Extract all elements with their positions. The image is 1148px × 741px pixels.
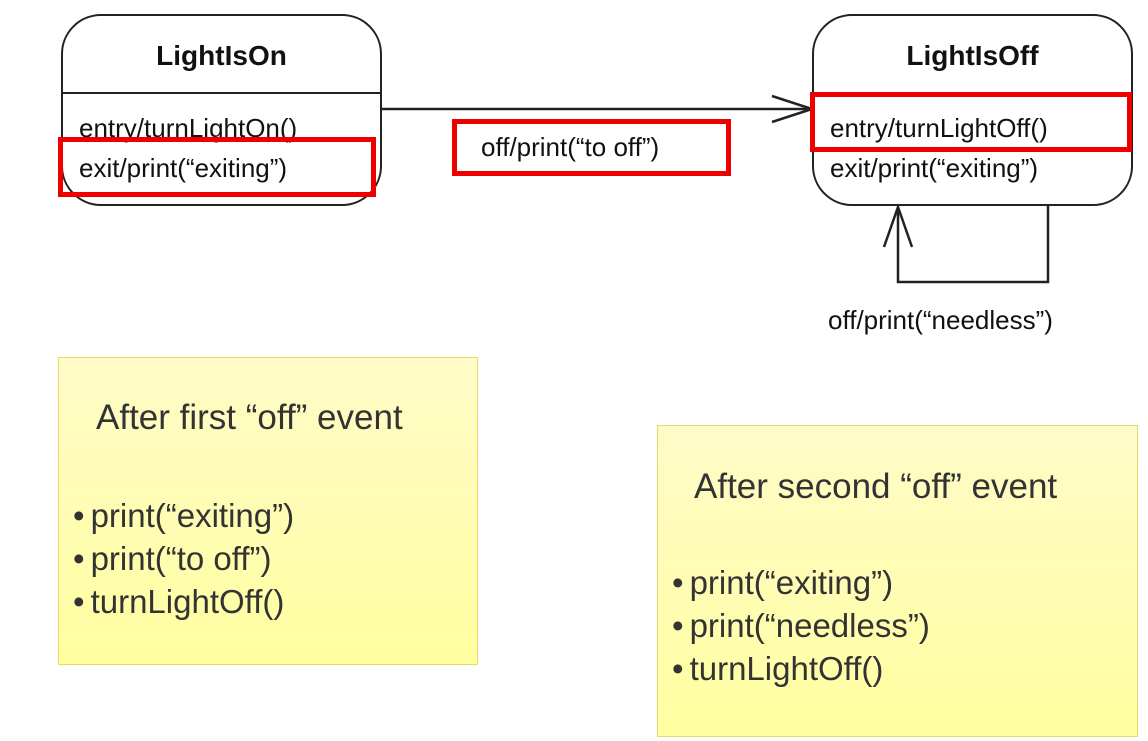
note-second-off-event: After second “off” event print(“exiting”… [657, 425, 1138, 737]
note-first-item: print(“exiting”) [59, 494, 295, 537]
note-first-list: print(“exiting”) print(“to off”) turnLig… [59, 494, 295, 623]
highlight-off-entry [810, 92, 1132, 152]
note-second-item: print(“exiting”) [658, 561, 930, 604]
transition-on-to-off-label: off/print(“to off”) [481, 132, 660, 162]
highlight-transition-label [452, 119, 731, 176]
note-second-item: turnLightOff() [658, 647, 930, 690]
self-transition-arrowhead [882, 203, 914, 248]
state-light-is-off-exit: exit/print(“exiting”) [830, 153, 1039, 183]
state-light-is-off-entry: entry/turnLightOff() [830, 113, 1048, 143]
state-light-is-off: LightIsOff entry/turnLightOff() exit/pri… [812, 14, 1133, 206]
note-first-item: print(“to off”) [59, 537, 294, 580]
state-light-is-on-title: LightIsOn [156, 40, 287, 71]
state-light-is-on-exit: exit/print(“exiting”) [79, 153, 288, 183]
note-second-title: After second “off” event [694, 467, 1058, 506]
note-second-item: print(“needless”) [658, 604, 930, 647]
note-first-off-event: After first “off” event print(“exiting”)… [58, 357, 478, 665]
highlight-on-exit [58, 137, 376, 197]
note-first-title: After first “off” event [96, 398, 403, 437]
state-light-is-off-title: LightIsOff [906, 40, 1039, 71]
state-divider [63, 92, 380, 94]
self-transition-label: off/print(“needless”) [828, 305, 1053, 335]
self-transition-line [896, 205, 1050, 284]
note-second-list: print(“exiting”) print(“needless”) turnL… [658, 561, 930, 690]
note-first-item: turnLightOff() [59, 580, 294, 623]
